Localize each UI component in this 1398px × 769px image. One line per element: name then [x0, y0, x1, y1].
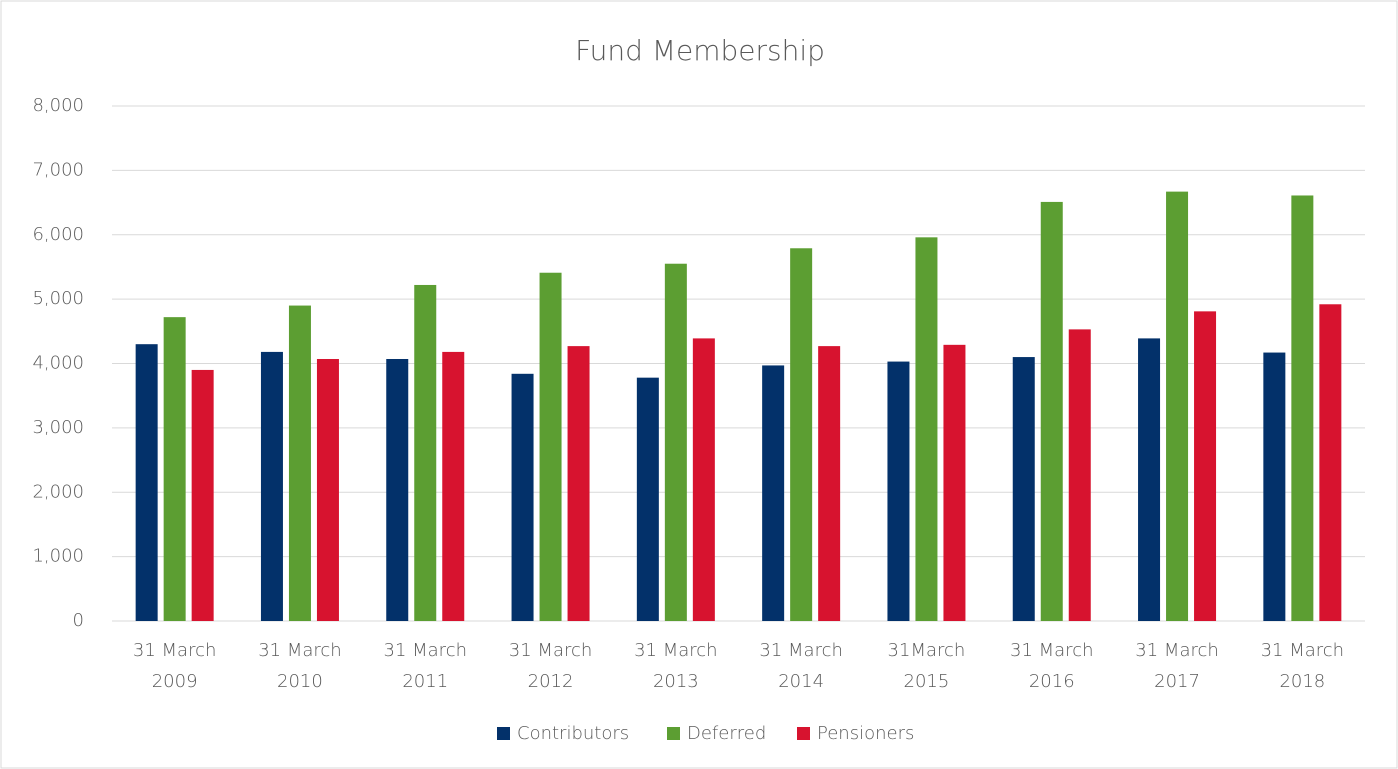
bar	[1319, 304, 1342, 621]
bar	[1138, 338, 1161, 621]
y-tick-label: 4,000	[32, 353, 84, 374]
x-tick-label: 31 March 2017	[1135, 640, 1219, 692]
bar	[288, 305, 311, 621]
bar	[887, 361, 910, 621]
x-tick-label: 31 March 2016	[1010, 640, 1094, 692]
bar	[163, 317, 186, 621]
legend-swatch	[497, 727, 510, 740]
x-tick-label: 31 March 2011	[384, 640, 468, 692]
bar	[1040, 201, 1063, 621]
bar	[511, 373, 534, 621]
bar	[762, 365, 785, 621]
x-tick-label: 31 March 2010	[258, 640, 342, 692]
bar	[692, 338, 715, 621]
bar	[1291, 195, 1314, 621]
bar	[915, 237, 938, 621]
bar	[1012, 357, 1035, 621]
bar	[316, 358, 339, 621]
bar	[539, 272, 562, 621]
bar	[943, 344, 966, 621]
bar	[386, 358, 409, 621]
y-tick-label: 3,000	[32, 417, 84, 438]
bar	[1194, 311, 1217, 621]
y-tick-label: 8,000	[32, 95, 84, 116]
legend-label: Contributors	[517, 723, 629, 744]
y-tick-label: 2,000	[32, 481, 84, 502]
x-tick-label: 31 March 2018	[1261, 640, 1345, 692]
bar	[260, 351, 283, 621]
y-tick-label: 5,000	[32, 288, 84, 309]
legend-swatch	[797, 727, 810, 740]
y-tick-label: 0	[73, 610, 84, 631]
bar	[790, 248, 813, 622]
legend-label: Pensioners	[817, 723, 914, 744]
y-tick-label: 7,000	[32, 159, 84, 180]
x-tick-label: 31 March 2013	[634, 640, 718, 692]
bar	[1068, 329, 1091, 621]
bar	[1166, 191, 1189, 621]
bar	[442, 351, 465, 621]
chart-title: Fund Membership	[575, 34, 825, 67]
bar	[567, 346, 590, 621]
y-tick-label: 6,000	[32, 224, 84, 245]
bar	[135, 344, 158, 621]
bar	[1263, 352, 1286, 621]
bar	[636, 377, 659, 621]
legend-swatch	[667, 727, 680, 740]
y-tick-label: 1,000	[32, 546, 84, 567]
bar	[818, 346, 841, 621]
x-tick-label: 31March 2015	[888, 640, 966, 692]
bar	[664, 263, 687, 621]
bar	[414, 284, 437, 621]
x-tick-label: 31 March 2014	[759, 640, 843, 692]
x-tick-label: 31 March 2012	[509, 640, 593, 692]
legend-label: Deferred	[687, 723, 766, 744]
bar	[191, 369, 214, 621]
x-tick-label: 31 March 2009	[133, 640, 217, 692]
